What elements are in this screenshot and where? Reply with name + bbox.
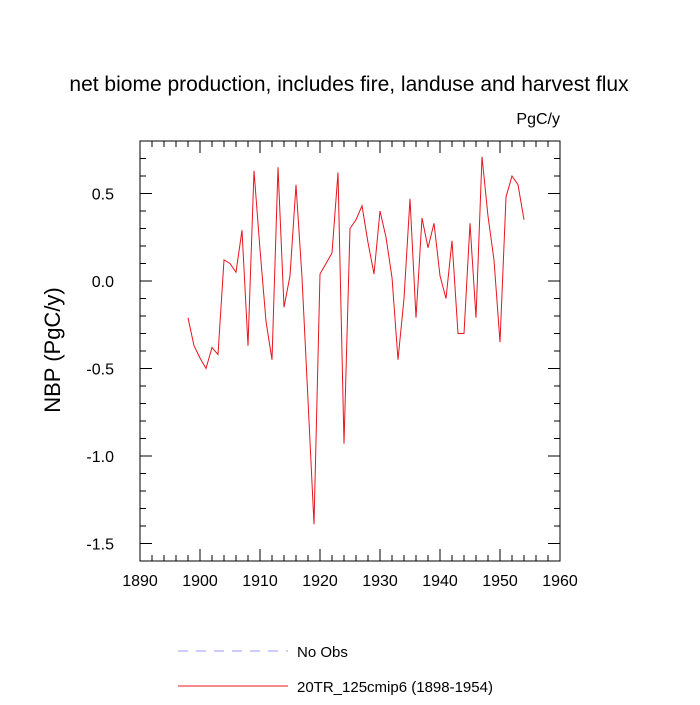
x-tick-label: 1950: [482, 573, 518, 590]
series-line: [187, 156, 525, 525]
plot-frame: [139, 140, 561, 562]
x-tick-label: 1890: [122, 573, 158, 590]
x-axis-ticks: 1890 1900 1910 1920 1930 1940 1950 1960: [122, 141, 578, 590]
y-tick-label: -0.5: [86, 362, 114, 379]
y-axis-label: NBP (PgC/y): [40, 287, 65, 413]
legend-label-no-obs: No Obs: [297, 644, 348, 661]
chart-title: net biome production, includes fire, lan…: [69, 73, 629, 96]
x-tick-label: 1920: [302, 573, 338, 590]
y-axis-ticks: -1.5 -1.0 -0.5 0.0 0.5: [86, 140, 560, 562]
x-tick-label: 1910: [242, 573, 278, 590]
y-tick-label: 0.5: [92, 187, 114, 204]
x-tick-label: 1930: [362, 573, 398, 590]
y-tick-label: -1.5: [86, 537, 114, 554]
x-tick-label: 1940: [422, 573, 458, 590]
units-label: PgC/y: [516, 111, 560, 128]
x-tick-label: 1960: [542, 573, 578, 590]
legend: No Obs 20TR_125cmip6 (1898-1954): [178, 644, 493, 696]
x-tick-label: 1900: [182, 573, 218, 590]
y-tick-label: 0.0: [92, 274, 114, 291]
legend-label-20tr: 20TR_125cmip6 (1898-1954): [297, 679, 493, 696]
y-tick-label: -1.0: [86, 449, 114, 466]
series-layer: [187, 156, 525, 525]
